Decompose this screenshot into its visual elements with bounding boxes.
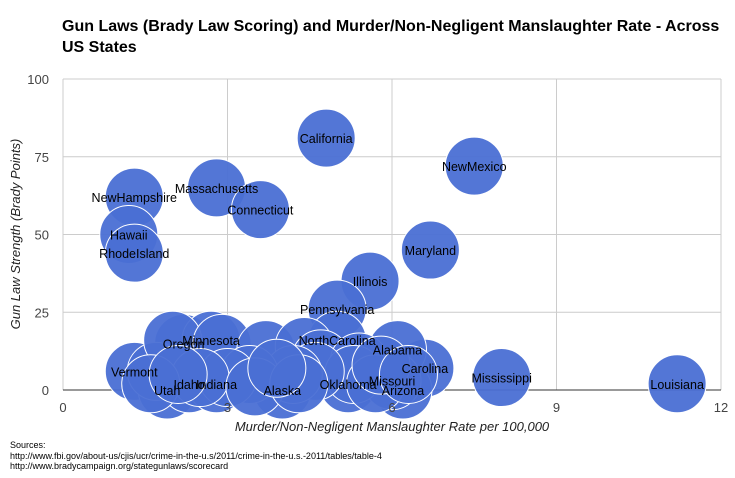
point-label: Alaska bbox=[264, 384, 302, 398]
point-label: Idaho bbox=[173, 378, 204, 392]
point-label: Oklahoma bbox=[320, 378, 377, 392]
data-points bbox=[99, 108, 707, 420]
data-point[interactable] bbox=[378, 344, 438, 404]
point-label: Vermont bbox=[111, 365, 158, 379]
point-label: NewHampshire bbox=[92, 191, 177, 205]
y-tick-label: 100 bbox=[27, 72, 49, 87]
point-label: Pennsylvania bbox=[300, 303, 374, 317]
point-label: NewMexico bbox=[442, 160, 507, 174]
x-tick-label: 9 bbox=[553, 400, 560, 415]
x-axis-title: Murder/Non-Negligent Manslaughter Rate p… bbox=[235, 419, 550, 434]
point-label: NorthCarolina bbox=[299, 334, 376, 348]
data-point[interactable] bbox=[400, 220, 460, 280]
x-tick-label: 3 bbox=[224, 400, 231, 415]
chart-title: Gun Laws (Brady Law Scoring) and Murder/… bbox=[62, 18, 720, 56]
x-tick-label: 12 bbox=[714, 400, 728, 415]
source-link-brady[interactable]: http://www.bradycampaign.org/stategunlaw… bbox=[10, 461, 229, 471]
axis-ticks: 0 3 6 9 12 0 25 50 75 100 bbox=[27, 72, 728, 415]
point-label: RhodeIsland bbox=[99, 247, 169, 261]
point-label: Utah bbox=[154, 384, 180, 398]
sources-heading: Sources: bbox=[10, 440, 46, 450]
point-label: Mississippi bbox=[471, 372, 531, 386]
x-tick-label: 0 bbox=[59, 400, 66, 415]
point-label: Minnesota bbox=[182, 334, 240, 348]
point-label: Missouri bbox=[369, 375, 416, 389]
point-label: Connecticut bbox=[227, 204, 294, 218]
data-point[interactable] bbox=[472, 348, 532, 408]
y-axis-title: Gun Law Strength (Brady Points) bbox=[8, 139, 23, 330]
data-point[interactable] bbox=[647, 354, 707, 414]
data-point[interactable] bbox=[444, 136, 504, 196]
y-tick-label: 0 bbox=[42, 383, 49, 398]
point-label: California bbox=[300, 132, 353, 146]
point-label: Alabama bbox=[373, 344, 422, 358]
data-point[interactable] bbox=[104, 223, 164, 283]
source-link-fbi[interactable]: http://www.fbi.gov/about-us/cjis/ucr/cri… bbox=[10, 450, 382, 461]
data-point[interactable] bbox=[247, 338, 307, 398]
point-label: Maryland bbox=[405, 244, 456, 258]
y-tick-label: 25 bbox=[35, 305, 49, 320]
point-label: Indiana bbox=[196, 378, 237, 392]
data-point[interactable] bbox=[296, 108, 356, 168]
point-labels: California NewMexico NewHampshireMassachus… bbox=[92, 132, 704, 398]
point-label: Louisiana bbox=[650, 378, 704, 392]
point-label: Oregon bbox=[163, 337, 205, 351]
y-tick-label: 50 bbox=[35, 228, 49, 243]
point-label: Hawaii bbox=[110, 229, 148, 243]
point-label: Illinois bbox=[353, 275, 388, 289]
point-label: Massachusetts bbox=[175, 182, 258, 196]
point-label: Carolina bbox=[402, 362, 449, 376]
data-point[interactable] bbox=[230, 180, 290, 240]
y-tick-label: 75 bbox=[35, 150, 49, 165]
x-tick-label: 6 bbox=[388, 400, 395, 415]
sources-block: Sources: http://www.fbi.gov/about-us/cji… bbox=[10, 440, 382, 472]
data-point[interactable] bbox=[148, 344, 208, 404]
point-label: Arizona bbox=[382, 384, 424, 398]
